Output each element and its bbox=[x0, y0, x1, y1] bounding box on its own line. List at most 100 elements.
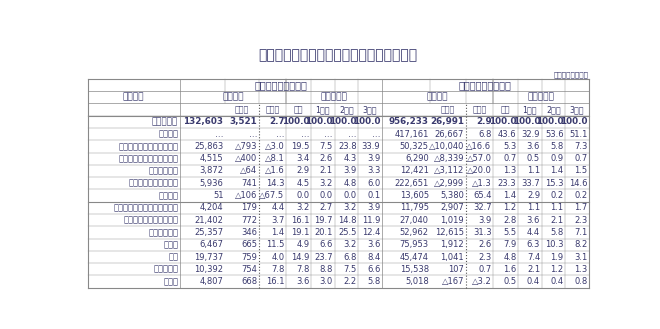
Text: 45,474: 45,474 bbox=[400, 253, 429, 262]
Text: 19.5: 19.5 bbox=[291, 142, 310, 151]
Text: その他の学校納付金: その他の学校納付金 bbox=[128, 179, 178, 188]
Text: 16.1: 16.1 bbox=[291, 215, 310, 225]
Text: 修学旅行・遠足・見学費: 修学旅行・遠足・見学費 bbox=[118, 142, 178, 151]
Text: 5.8: 5.8 bbox=[550, 142, 564, 151]
Text: 教科外活動費: 教科外活動費 bbox=[148, 228, 178, 237]
Text: 4.8: 4.8 bbox=[343, 179, 356, 188]
Text: 教科書・教科書以外の図書費: 教科書・教科書以外の図書費 bbox=[113, 203, 178, 212]
Text: 100.0: 100.0 bbox=[306, 117, 333, 126]
Text: 3.6: 3.6 bbox=[296, 277, 310, 286]
Text: 75,953: 75,953 bbox=[400, 240, 429, 249]
Text: 14.6: 14.6 bbox=[569, 179, 587, 188]
Text: 2,907: 2,907 bbox=[440, 203, 464, 212]
Text: 1学年: 1学年 bbox=[523, 105, 537, 114]
Text: 6.8: 6.8 bbox=[478, 130, 492, 139]
Text: 1.9: 1.9 bbox=[550, 253, 564, 262]
Text: 32.9: 32.9 bbox=[521, 130, 540, 139]
Text: 3.3: 3.3 bbox=[367, 166, 380, 175]
Text: 7.8: 7.8 bbox=[296, 265, 310, 274]
Text: 1,912: 1,912 bbox=[441, 240, 464, 249]
Text: 26,667: 26,667 bbox=[435, 130, 464, 139]
Text: 6.8: 6.8 bbox=[343, 253, 356, 262]
Text: 33.7: 33.7 bbox=[521, 179, 540, 188]
Text: 5,018: 5,018 bbox=[405, 277, 429, 286]
Text: 0.9: 0.9 bbox=[550, 154, 564, 163]
Text: 3学年: 3学年 bbox=[570, 105, 584, 114]
Text: 3.2: 3.2 bbox=[343, 240, 356, 249]
Text: …: … bbox=[325, 130, 333, 139]
Text: 8.2: 8.2 bbox=[574, 240, 587, 249]
Text: 3.7: 3.7 bbox=[271, 215, 284, 225]
Text: 32.7: 32.7 bbox=[473, 203, 492, 212]
Text: 4.3: 4.3 bbox=[343, 154, 356, 163]
Text: 2.3: 2.3 bbox=[574, 215, 587, 225]
Text: 平均: 平均 bbox=[501, 105, 510, 114]
Text: 2.1: 2.1 bbox=[527, 265, 540, 274]
Text: 2.9: 2.9 bbox=[527, 191, 540, 200]
Text: …: … bbox=[372, 130, 380, 139]
Text: 1.3: 1.3 bbox=[503, 166, 517, 175]
Text: 4.4: 4.4 bbox=[271, 203, 284, 212]
Text: △106: △106 bbox=[235, 191, 257, 200]
Text: △1.3: △1.3 bbox=[472, 179, 492, 188]
Text: 3.9: 3.9 bbox=[343, 166, 356, 175]
Text: …: … bbox=[301, 130, 310, 139]
Text: 65.4: 65.4 bbox=[473, 191, 492, 200]
Text: △793: △793 bbox=[234, 142, 257, 151]
Text: （単位：円、％）: （単位：円、％） bbox=[554, 71, 589, 78]
Text: 4.5: 4.5 bbox=[296, 179, 310, 188]
Text: 7.1: 7.1 bbox=[574, 228, 587, 237]
Text: 2.1: 2.1 bbox=[550, 215, 564, 225]
Text: 公　立　中　学　校: 公 立 中 学 校 bbox=[254, 80, 307, 90]
Text: 1.1: 1.1 bbox=[527, 203, 540, 212]
Text: 0.0: 0.0 bbox=[343, 191, 356, 200]
Text: 2.7: 2.7 bbox=[269, 117, 284, 126]
Text: 通学費: 通学費 bbox=[163, 240, 178, 249]
Text: 20.1: 20.1 bbox=[315, 228, 333, 237]
Text: 12,421: 12,421 bbox=[400, 166, 429, 175]
Text: 6.3: 6.3 bbox=[527, 240, 540, 249]
Text: 5,380: 5,380 bbox=[440, 191, 464, 200]
Text: 学級・児童会・生徒会費: 学級・児童会・生徒会費 bbox=[118, 154, 178, 163]
Text: …: … bbox=[249, 130, 257, 139]
Text: 6,467: 6,467 bbox=[199, 240, 224, 249]
Text: 1.1: 1.1 bbox=[527, 166, 540, 175]
Text: 100.0: 100.0 bbox=[560, 117, 587, 126]
Text: 2.3: 2.3 bbox=[478, 253, 492, 262]
Text: 表４－３　中学校の学校教育費の支出構成: 表４－３ 中学校の学校教育費の支出構成 bbox=[259, 48, 418, 63]
Text: 区　　分: 区 分 bbox=[123, 93, 145, 102]
Text: 107: 107 bbox=[448, 265, 464, 274]
Text: 4.8: 4.8 bbox=[503, 253, 517, 262]
Text: 5,936: 5,936 bbox=[200, 179, 224, 188]
Text: 増減額: 増減額 bbox=[235, 105, 249, 114]
Text: 132,603: 132,603 bbox=[183, 117, 224, 126]
Text: 6.6: 6.6 bbox=[367, 265, 380, 274]
Text: 0.2: 0.2 bbox=[574, 191, 587, 200]
Text: 2.9: 2.9 bbox=[296, 166, 310, 175]
Text: 3,872: 3,872 bbox=[199, 166, 224, 175]
Text: 1.3: 1.3 bbox=[574, 265, 587, 274]
Text: 2.7: 2.7 bbox=[319, 203, 333, 212]
Text: 14.9: 14.9 bbox=[291, 253, 310, 262]
Text: △1.6: △1.6 bbox=[265, 166, 284, 175]
Text: 100.0: 100.0 bbox=[282, 117, 310, 126]
Text: 3.6: 3.6 bbox=[367, 240, 380, 249]
Text: 2.6: 2.6 bbox=[478, 240, 492, 249]
Text: △2,999: △2,999 bbox=[434, 179, 464, 188]
Text: 10.3: 10.3 bbox=[545, 240, 564, 249]
Text: 100.0: 100.0 bbox=[536, 117, 564, 126]
Text: 3.2: 3.2 bbox=[296, 203, 310, 212]
Text: 0.5: 0.5 bbox=[504, 277, 517, 286]
Text: 私　立　中　学　校: 私 立 中 学 校 bbox=[459, 80, 512, 90]
Text: 27,040: 27,040 bbox=[400, 215, 429, 225]
Text: △8.1: △8.1 bbox=[265, 154, 284, 163]
Text: 1.6: 1.6 bbox=[503, 265, 517, 274]
Text: 3学年: 3学年 bbox=[363, 105, 378, 114]
Text: 31.3: 31.3 bbox=[473, 228, 492, 237]
Text: 8.4: 8.4 bbox=[367, 253, 380, 262]
Text: 19.7: 19.7 bbox=[314, 215, 333, 225]
Text: 学用品・実験実習材料費: 学用品・実験実習材料費 bbox=[123, 215, 178, 225]
Text: 956,233: 956,233 bbox=[389, 117, 429, 126]
Text: 4,807: 4,807 bbox=[200, 277, 224, 286]
Text: 構　成　比: 構 成 比 bbox=[321, 93, 347, 102]
